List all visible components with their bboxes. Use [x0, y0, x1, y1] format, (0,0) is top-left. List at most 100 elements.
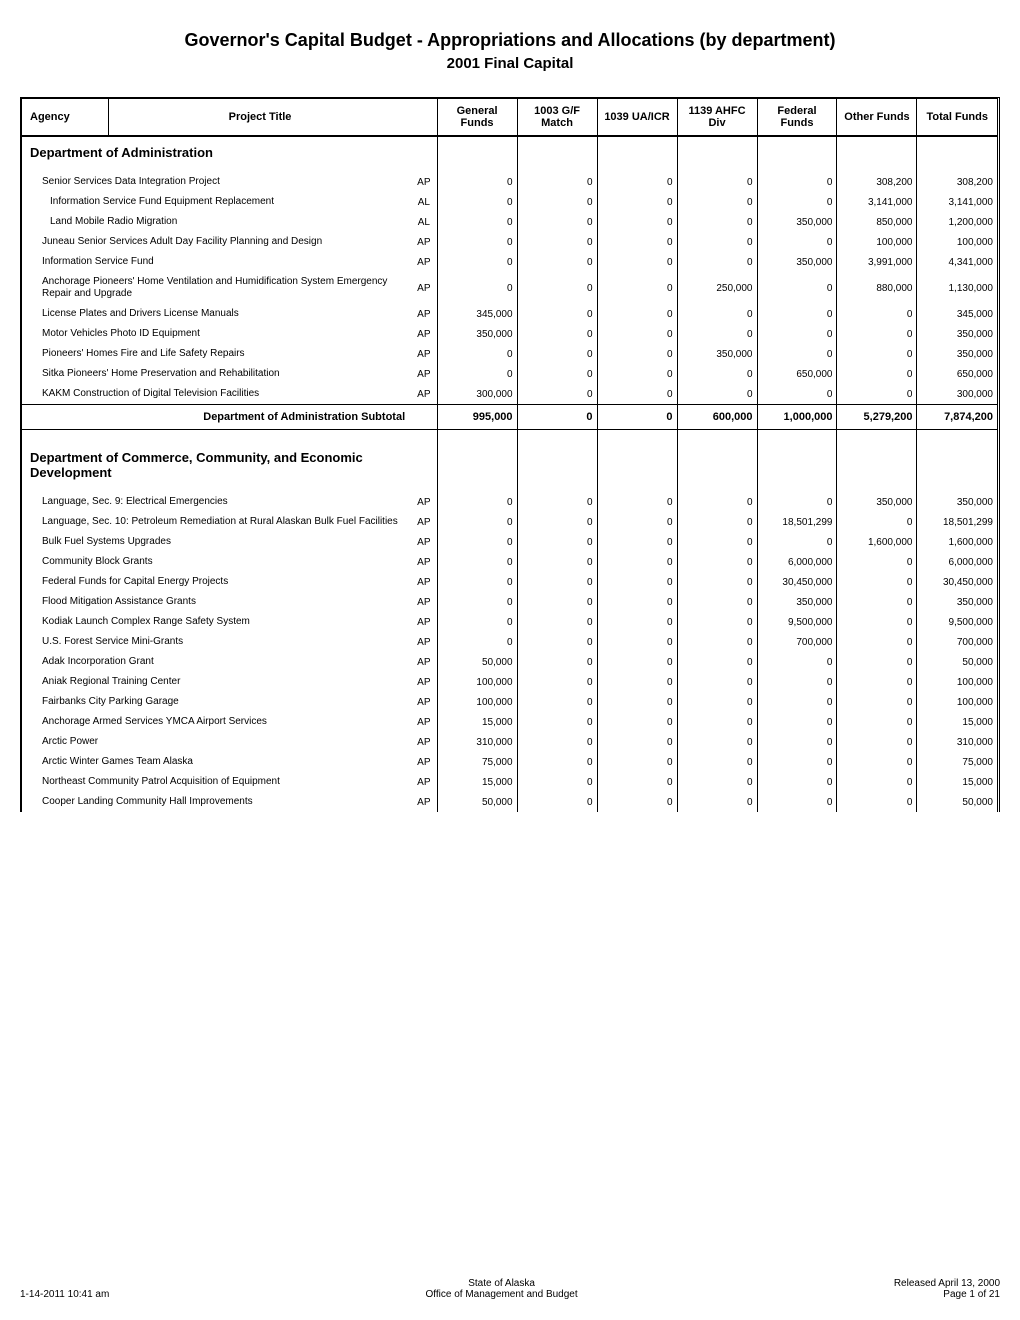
total-cell: 100,000: [917, 692, 997, 712]
table-row: Senior Services Data Integration Project…: [22, 172, 997, 192]
gf-cell: 15,000: [437, 772, 517, 792]
gf-cell: 50,000: [437, 652, 517, 672]
ua-cell: 0: [597, 512, 677, 532]
fed-cell: 6,000,000: [757, 552, 837, 572]
project-name-cell: Land Mobile Radio Migration: [22, 212, 411, 232]
other-cell: 0: [837, 632, 917, 652]
table-row: Sitka Pioneers' Home Preservation and Re…: [22, 364, 997, 384]
total-cell: 300,000: [917, 384, 997, 405]
total-cell: 15,000: [917, 772, 997, 792]
ua-cell: 0: [597, 532, 677, 552]
ahfc-cell: 0: [677, 612, 757, 632]
gf-cell: 100,000: [437, 692, 517, 712]
gfm-cell: 0: [517, 532, 597, 552]
cell: [22, 430, 411, 443]
project-name-cell: License Plates and Drivers License Manua…: [22, 304, 411, 324]
code-cell: AP: [411, 324, 437, 344]
footer-released: Released April 13, 2000: [894, 1278, 1000, 1289]
other-cell: 100,000: [837, 232, 917, 252]
code-cell: AP: [411, 772, 437, 792]
code-cell: AP: [411, 512, 437, 532]
gfm-cell: 0: [517, 792, 597, 812]
code-cell: AP: [411, 252, 437, 272]
other-cell: 0: [837, 512, 917, 532]
header-federal-funds: Federal Funds: [757, 99, 837, 136]
fed-cell: 0: [757, 192, 837, 212]
code-cell: AP: [411, 612, 437, 632]
total-cell: 350,000: [917, 324, 997, 344]
total-cell: 100,000: [917, 232, 997, 252]
other-cell: 0: [837, 792, 917, 812]
table-row: Kodiak Launch Complex Range Safety Syste…: [22, 612, 997, 632]
gf-cell: 310,000: [437, 732, 517, 752]
fed-cell: 18,501,299: [757, 512, 837, 532]
gfm-cell: 0: [517, 732, 597, 752]
cell: [917, 136, 997, 172]
table-row: Land Mobile Radio Migration AL 0 0 0 0 3…: [22, 212, 997, 232]
ahfc-cell: 0: [677, 792, 757, 812]
other-cell: 0: [837, 692, 917, 712]
fed-cell: 0: [757, 792, 837, 812]
project-name-cell: Adak Incorporation Grant: [22, 652, 411, 672]
project-name-cell: Bulk Fuel Systems Upgrades: [22, 532, 411, 552]
dept-name: Department of Administration: [22, 136, 411, 172]
code-cell: AP: [411, 732, 437, 752]
header-total-funds: Total Funds: [917, 99, 997, 136]
ua-cell: 0: [597, 732, 677, 752]
table-row: Information Service Fund Equipment Repla…: [22, 192, 997, 212]
cell: [757, 430, 837, 443]
project-name-cell: Cooper Landing Community Hall Improvemen…: [22, 792, 411, 812]
ahfc-cell: 0: [677, 712, 757, 732]
code-cell: AP: [411, 672, 437, 692]
gf-cell: 0: [437, 592, 517, 612]
fed-cell: 0: [757, 492, 837, 512]
ua-cell: 0: [597, 192, 677, 212]
code-cell: AP: [411, 632, 437, 652]
cell: [837, 430, 917, 443]
fed-cell: 0: [757, 304, 837, 324]
fed-cell: 0: [757, 532, 837, 552]
gf-cell: 0: [437, 512, 517, 532]
table-row: Anchorage Pioneers' Home Ventilation and…: [22, 272, 997, 304]
code-cell: AP: [411, 172, 437, 192]
cell: [597, 136, 677, 172]
other-cell: 3,141,000: [837, 192, 917, 212]
fed-cell: 0: [757, 772, 837, 792]
total-cell: 1,600,000: [917, 532, 997, 552]
project-name-cell: U.S. Forest Service Mini-Grants: [22, 632, 411, 652]
gfm-cell: 0: [517, 304, 597, 324]
dept-name: Department of Commerce, Community, and E…: [22, 442, 411, 492]
total-cell: 30,450,000: [917, 572, 997, 592]
ua-cell: 0: [597, 752, 677, 772]
code-cell: AP: [411, 364, 437, 384]
other-cell: 880,000: [837, 272, 917, 304]
project-name-cell: Arctic Power: [22, 732, 411, 752]
footer-page: Page 1 of 21: [894, 1289, 1000, 1300]
dept-header-row: Department of Administration: [22, 136, 997, 172]
ua-cell: 0: [597, 232, 677, 252]
ahfc-cell: 0: [677, 572, 757, 592]
cell: [411, 136, 437, 172]
title-section: Governor's Capital Budget - Appropriatio…: [20, 30, 1000, 72]
subtotal-label: Department of Administration Subtotal: [22, 405, 411, 430]
total-cell: 4,341,000: [917, 252, 997, 272]
ua-cell: 0: [597, 272, 677, 304]
fed-cell: 350,000: [757, 252, 837, 272]
gf-cell: 0: [437, 364, 517, 384]
ua-cell: 0: [597, 212, 677, 232]
other-cell: 0: [837, 592, 917, 612]
footer-right: Released April 13, 2000 Page 1 of 21: [894, 1278, 1000, 1300]
project-name-cell: Motor Vehicles Photo ID Equipment: [22, 324, 411, 344]
ua-cell: 0: [597, 492, 677, 512]
table-row: Adak Incorporation Grant AP 50,000 0 0 0…: [22, 652, 997, 672]
cell: [517, 136, 597, 172]
code-cell: AL: [411, 212, 437, 232]
other-cell: 0: [837, 572, 917, 592]
fed-cell: 650,000: [757, 364, 837, 384]
gf-cell: 0: [437, 532, 517, 552]
cell: [837, 136, 917, 172]
fed-cell: 0: [757, 732, 837, 752]
ua-cell: 0: [597, 364, 677, 384]
table-row: Fairbanks City Parking Garage AP 100,000…: [22, 692, 997, 712]
gfm-cell: 0: [517, 252, 597, 272]
